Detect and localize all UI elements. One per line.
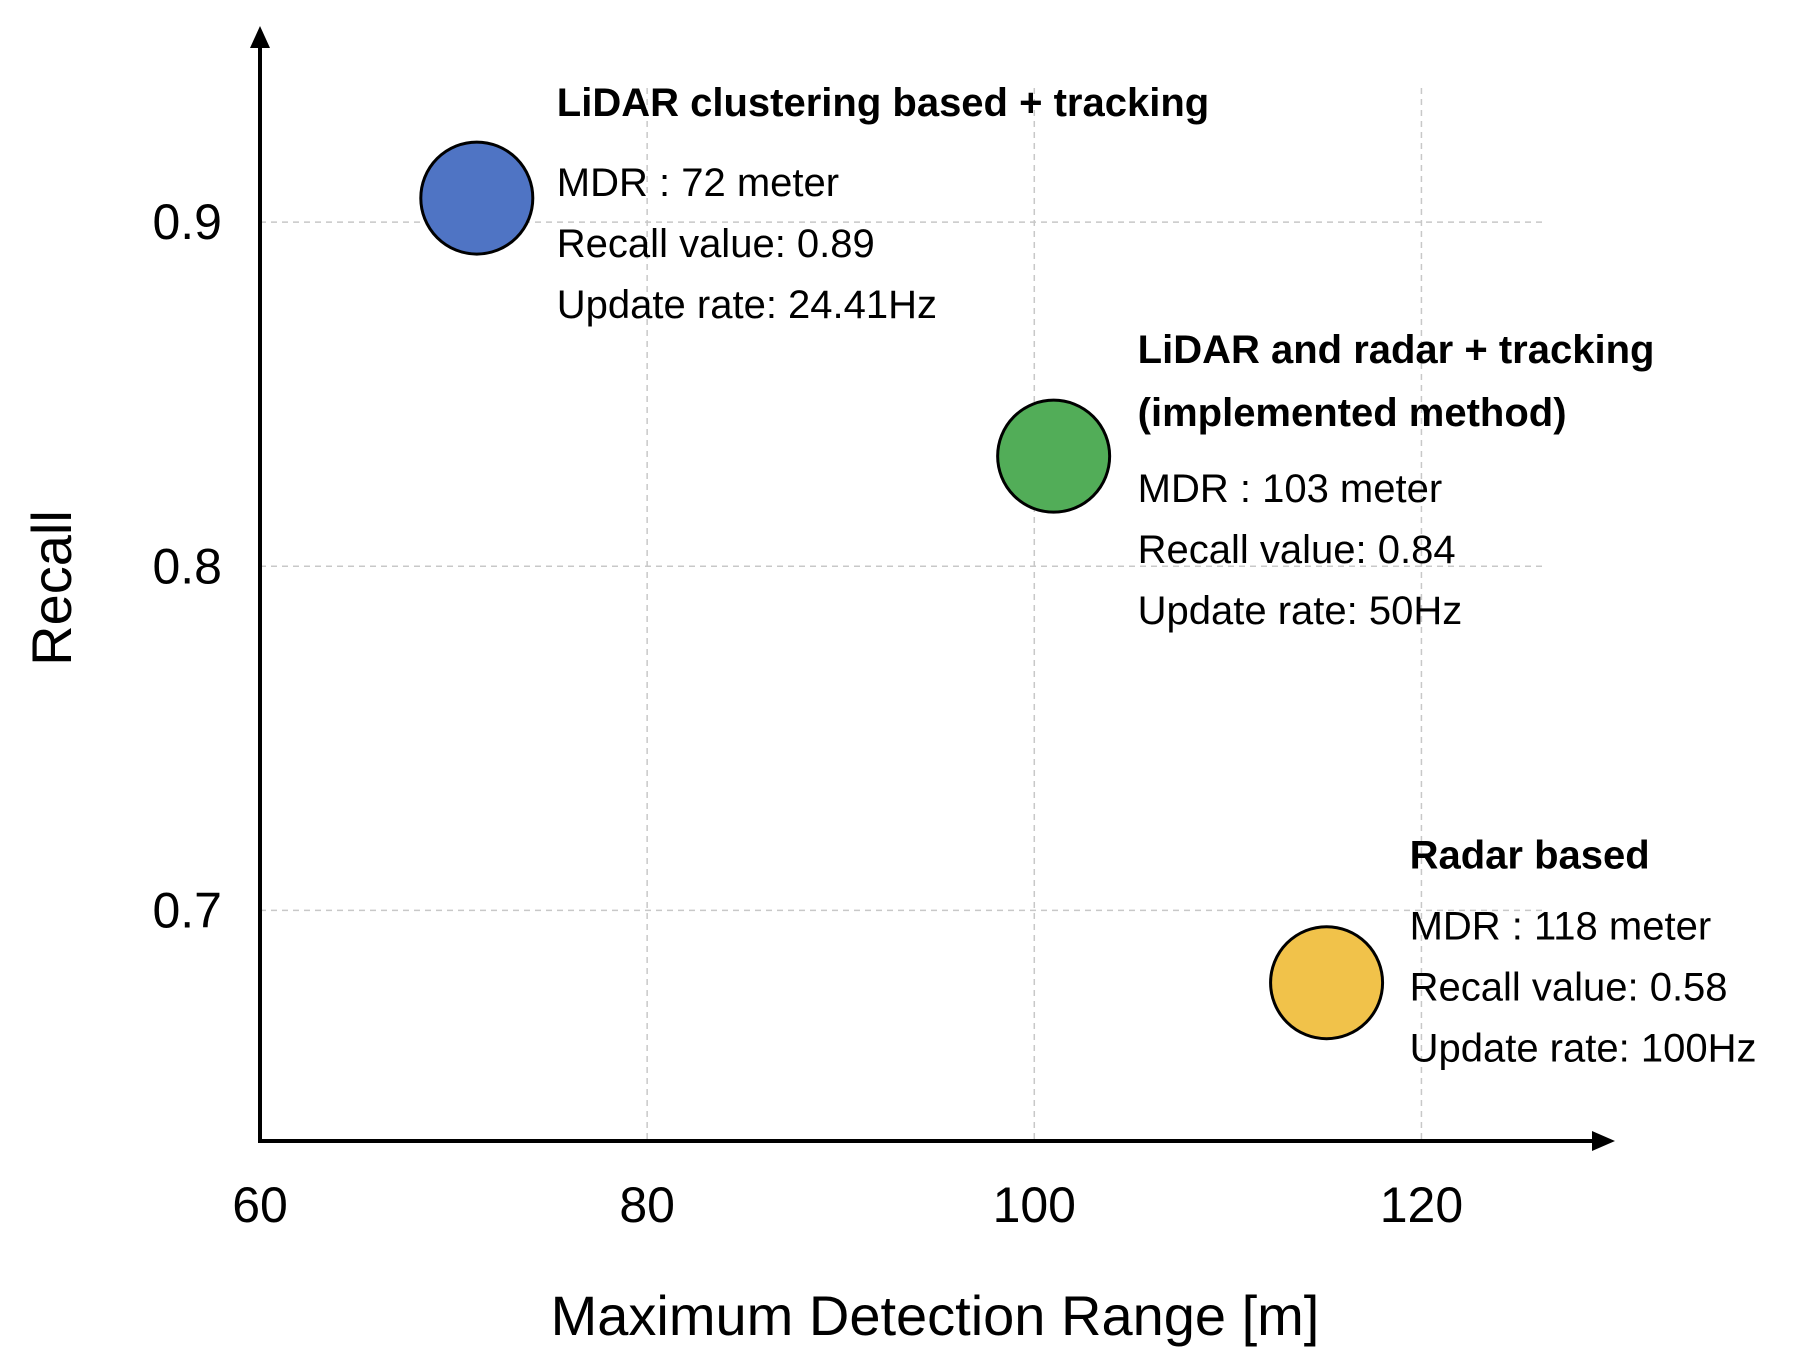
- data-point-title: LiDAR and radar + tracking: [1138, 328, 1655, 372]
- axes-layer: Maximum Detection Range [m] Recall: [20, 26, 1615, 1347]
- data-point-detail: MDR : 72 meter: [557, 161, 839, 205]
- x-tick-label: 120: [1380, 1177, 1463, 1233]
- data-point-detail: MDR : 103 meter: [1138, 467, 1443, 511]
- data-point-detail: Update rate: 50Hz: [1138, 589, 1463, 633]
- data-point-detail: Recall value: 0.84: [1138, 528, 1456, 572]
- data-point-bubble: [1269, 925, 1385, 1041]
- ticks-layer: 0.7 0.8 0.9 60 80 100 120: [152, 194, 1463, 1233]
- data-point-title: LiDAR clustering based + tracking: [557, 81, 1209, 125]
- y-tick-label: 0.8: [152, 538, 222, 594]
- y-tick-label: 0.7: [152, 882, 222, 938]
- labels-layer: LiDAR clustering based + tracking MDR : 7…: [557, 81, 1757, 1071]
- data-point-detail: Update rate: 100Hz: [1410, 1027, 1757, 1071]
- x-tick-label: 60: [232, 1177, 288, 1233]
- data-point-detail: Recall value: 0.58: [1410, 966, 1728, 1010]
- data-point-detail: MDR : 118 meter: [1410, 905, 1712, 949]
- data-point-bubble: [419, 140, 535, 256]
- points-layer: [419, 140, 1385, 1041]
- data-point-detail: Update rate: 24.41Hz: [557, 283, 937, 327]
- data-point-bubble: [996, 398, 1112, 514]
- x-axis-title: Maximum Detection Range [m]: [551, 1284, 1320, 1347]
- data-point-title: Radar based: [1410, 834, 1650, 878]
- x-axis-arrow: [1592, 1131, 1615, 1151]
- x-tick-label: 100: [993, 1177, 1076, 1233]
- x-tick-label: 80: [619, 1177, 675, 1233]
- y-axis-arrow: [250, 26, 270, 48]
- data-point-detail: Recall value: 0.89: [557, 222, 875, 266]
- y-axis-title: Recall: [20, 510, 83, 666]
- data-point-title: (implemented method): [1138, 391, 1567, 435]
- y-tick-label: 0.9: [152, 194, 222, 250]
